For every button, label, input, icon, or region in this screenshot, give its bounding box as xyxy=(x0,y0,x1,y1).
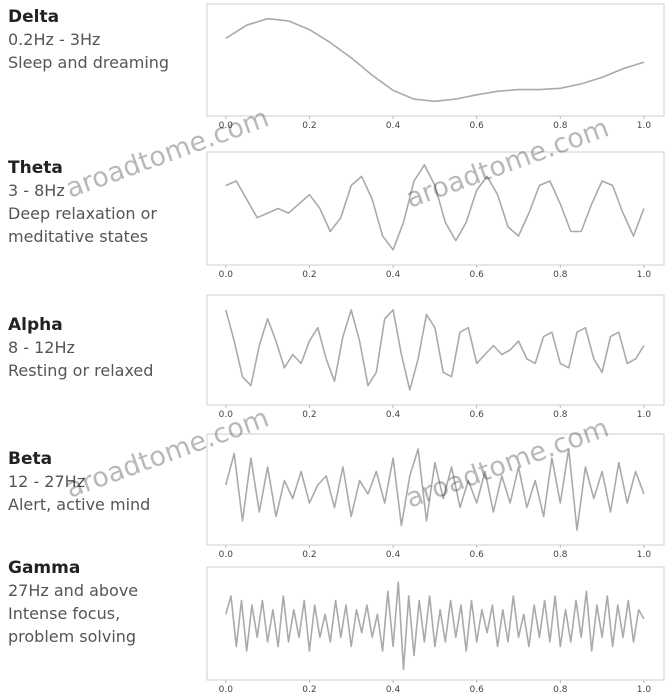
x-tick-label: 1.0 xyxy=(637,121,652,131)
wave-line xyxy=(225,448,645,531)
x-tick-label: 0.0 xyxy=(219,410,234,420)
watermark: aroadtome.com xyxy=(62,402,273,504)
x-tick-label: 1.0 xyxy=(637,270,652,280)
x-tick-label: 0.6 xyxy=(470,270,485,280)
description: Intense focus, xyxy=(8,604,120,623)
wave-title: Theta xyxy=(8,158,63,178)
frequency-range: 3 - 8Hz xyxy=(8,181,65,200)
wave-line xyxy=(225,17,645,103)
wave-line xyxy=(225,309,645,391)
x-tick-label: 1.0 xyxy=(637,550,652,560)
x-tick-label: 0.2 xyxy=(302,121,316,131)
wave-title: Delta xyxy=(8,7,59,27)
x-tick-label: 0.0 xyxy=(219,550,234,560)
wave-line xyxy=(225,164,645,251)
x-tick-label: 0.4 xyxy=(386,685,401,695)
description: meditative states xyxy=(8,227,148,246)
x-tick-label: 0.4 xyxy=(386,270,401,280)
plot-frame xyxy=(206,433,665,546)
x-tick-label: 0.8 xyxy=(553,550,568,560)
wave-title: Alpha xyxy=(8,315,63,335)
description: problem solving xyxy=(8,627,136,646)
plot-frame xyxy=(206,294,665,406)
x-tick-label: 0.0 xyxy=(219,121,234,131)
x-tick-label: 0.8 xyxy=(553,410,568,420)
frequency-range: 8 - 12Hz xyxy=(8,338,75,357)
x-tick-label: 0.4 xyxy=(386,410,401,420)
x-tick-label: 0.8 xyxy=(553,685,568,695)
x-tick-label: 0.2 xyxy=(302,685,316,695)
x-tick-label: 0.8 xyxy=(553,121,568,131)
description: Sleep and dreaming xyxy=(8,53,169,72)
frequency-range: 27Hz and above xyxy=(8,581,138,600)
plot-frame xyxy=(206,566,665,681)
x-tick-label: 0.4 xyxy=(386,121,401,131)
x-tick-label: 0.4 xyxy=(386,550,401,560)
plot-frame xyxy=(206,3,665,117)
plot-frame xyxy=(206,151,665,266)
description: Alert, active mind xyxy=(8,495,150,514)
watermark: aroadtome.com xyxy=(402,112,613,214)
frequency-range: 12 - 27Hz xyxy=(8,472,85,491)
x-tick-label: 0.8 xyxy=(553,270,568,280)
x-tick-label: 0.0 xyxy=(219,270,234,280)
frequency-range: 0.2Hz - 3Hz xyxy=(8,30,100,49)
description: Resting or relaxed xyxy=(8,361,153,380)
description: Deep relaxation or xyxy=(8,204,157,223)
x-tick-label: 0.2 xyxy=(302,550,316,560)
x-tick-label: 0.6 xyxy=(470,550,485,560)
x-tick-label: 1.0 xyxy=(637,685,652,695)
x-tick-label: 1.0 xyxy=(637,410,652,420)
wave-title: Gamma xyxy=(8,558,80,578)
x-tick-label: 0.6 xyxy=(470,410,485,420)
wave-line xyxy=(225,581,645,671)
x-tick-label: 0.6 xyxy=(470,685,485,695)
x-tick-label: 0.6 xyxy=(470,121,485,131)
x-tick-label: 0.2 xyxy=(302,410,316,420)
wave-title: Beta xyxy=(8,449,52,469)
x-tick-label: 0.0 xyxy=(219,685,234,695)
x-tick-label: 0.2 xyxy=(302,270,316,280)
